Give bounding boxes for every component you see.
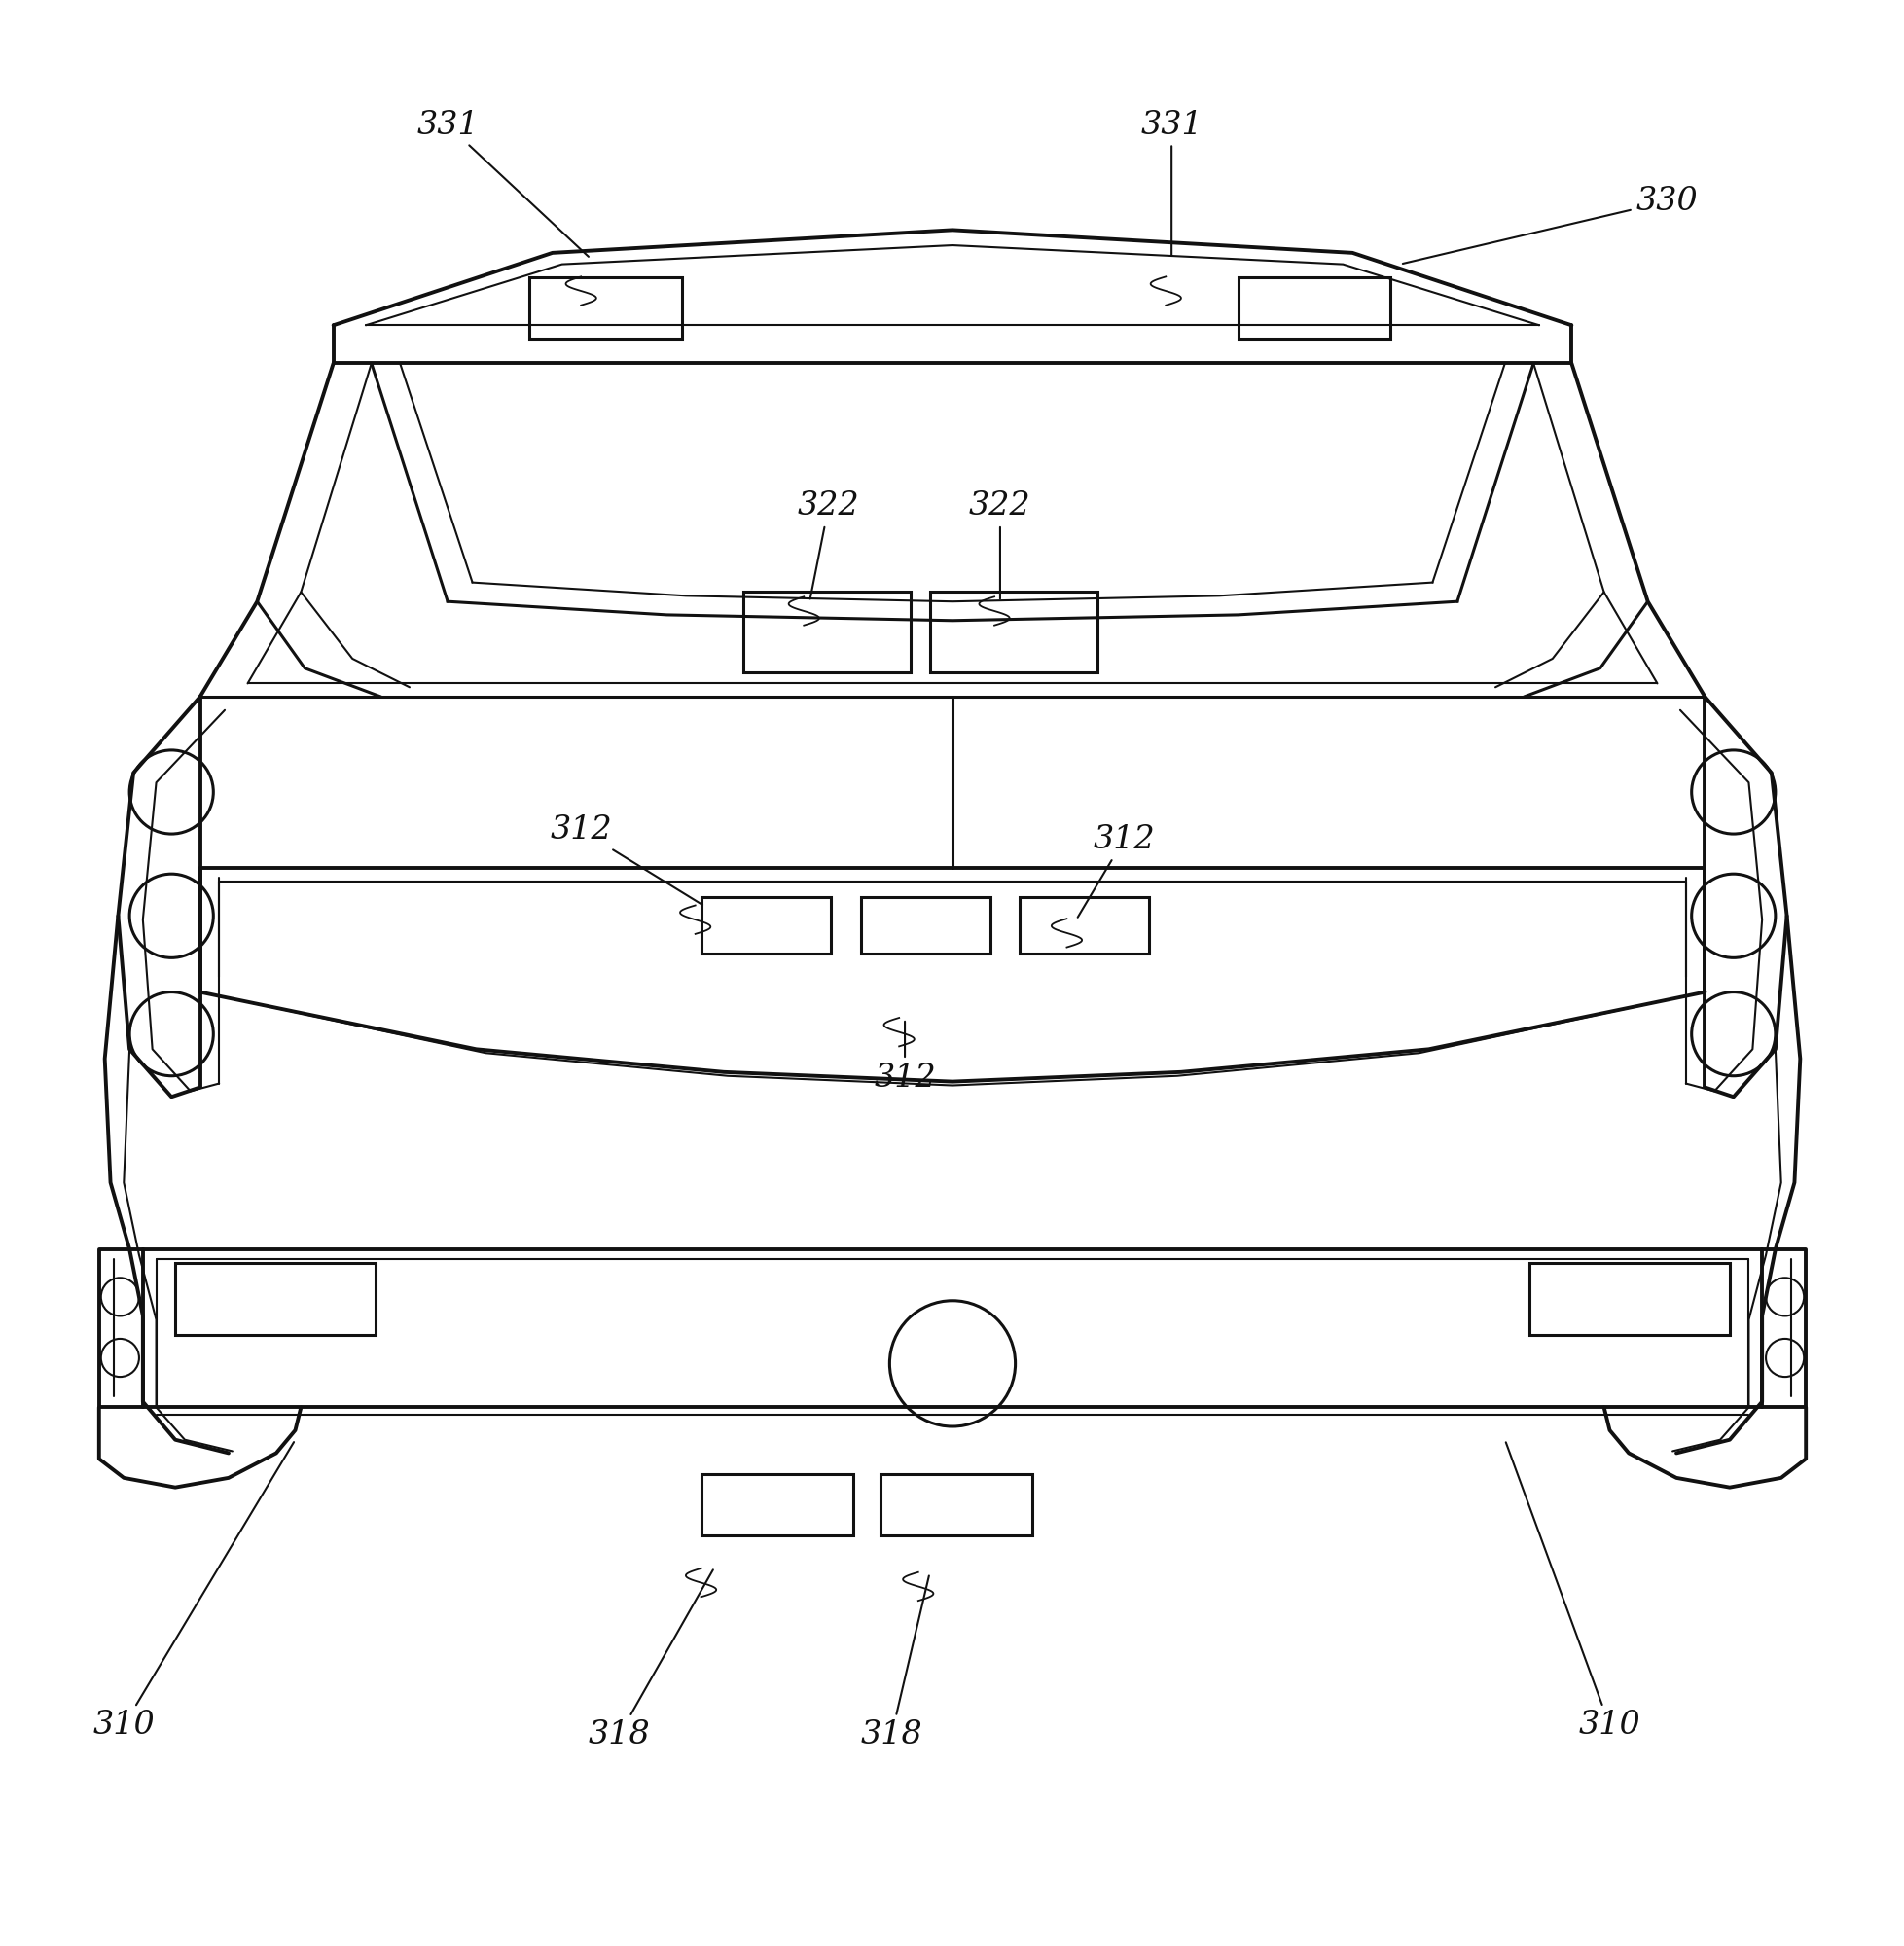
Bar (929, 592, 1097, 671)
Bar (1019, 897, 1148, 954)
Text: 318: 318 (588, 1570, 712, 1751)
Text: 310: 310 (1504, 1442, 1639, 1742)
Bar (529, 278, 682, 339)
Text: 331: 331 (417, 109, 588, 257)
Bar (1529, 1263, 1729, 1335)
Text: 310: 310 (93, 1442, 293, 1742)
Bar (880, 1473, 1032, 1535)
Bar (701, 897, 830, 954)
Bar (1238, 278, 1390, 339)
Text: 312: 312 (550, 815, 703, 905)
Bar (743, 592, 910, 671)
Bar (701, 1473, 853, 1535)
Bar (861, 897, 990, 954)
Text: 312: 312 (1078, 823, 1154, 917)
Text: 312: 312 (874, 1022, 935, 1094)
Bar (175, 1263, 375, 1335)
Text: 322: 322 (969, 490, 1030, 599)
Text: 330: 330 (1401, 187, 1696, 263)
Text: 331: 331 (1140, 109, 1201, 255)
Text: 318: 318 (861, 1576, 929, 1751)
Text: 322: 322 (798, 490, 859, 599)
